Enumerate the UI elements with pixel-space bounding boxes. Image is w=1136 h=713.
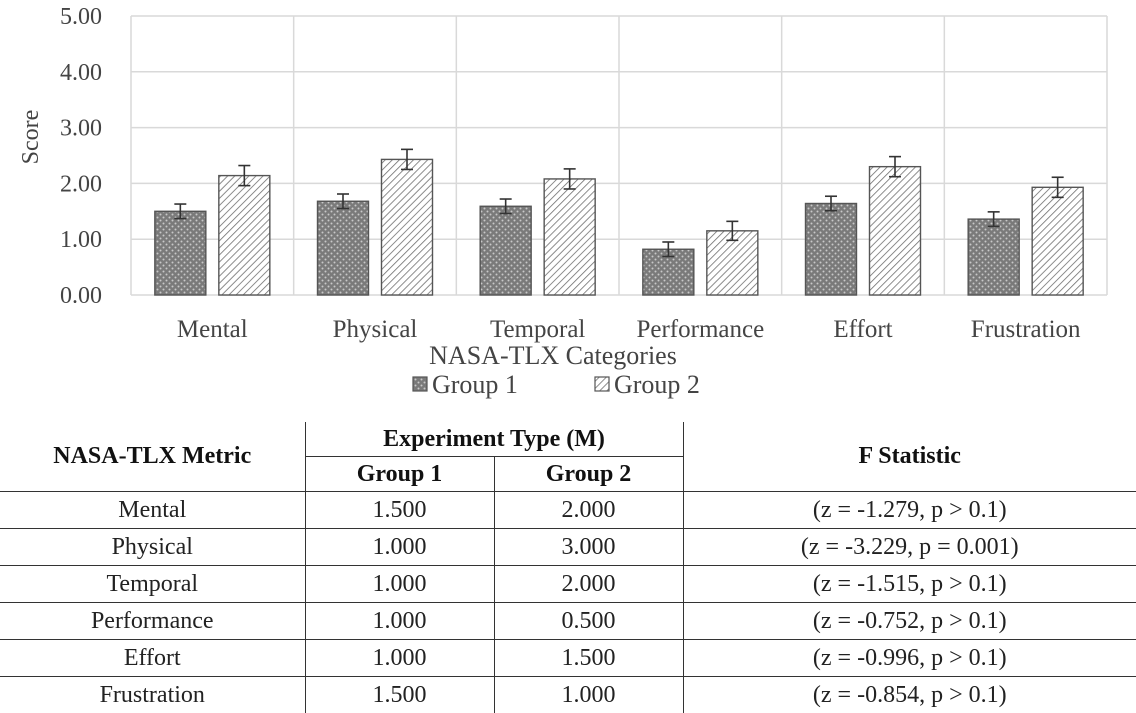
f-statistic-cell: (z = -3.229, p = 0.001) [683,529,1136,566]
legend-swatch-group-1 [413,377,427,391]
y-tick-label: 2.00 [60,171,102,197]
bar-group-1-mental [155,211,206,295]
f-statistic-header: F Statistic [683,422,1136,492]
y-tick-label: 5.00 [60,4,102,30]
bar-group-1-temporal [480,206,531,295]
x-axis-title: NASA-TLX Categories [429,341,677,370]
table-row: Frustration 1.500 1.000 (z = -0.854, p >… [0,677,1136,713]
metric-cell: Effort [0,640,305,677]
metric-cell: Frustration [0,677,305,713]
experiment-type-header: Experiment Type (M) [305,422,683,457]
x-tick-label: Performance [636,316,764,343]
group2-cell: 1.000 [494,677,683,713]
group2-cell: 3.000 [494,529,683,566]
group1-cell: 1.000 [305,529,494,566]
group2-cell: 1.500 [494,640,683,677]
bar-group-1-frustration [968,219,1019,295]
bar-group-1-effort [806,203,857,295]
f-statistic-cell: (z = -1.279, p > 0.1) [683,492,1136,529]
legend-label-group-1: Group 1 [432,370,518,399]
x-tick-label: Physical [333,316,418,343]
f-statistic-cell: (z = -0.752, p > 0.1) [683,603,1136,640]
x-tick-label: Mental [177,316,248,343]
bar-group-1-physical [318,201,369,295]
table-row: Physical 1.000 3.000 (z = -3.229, p = 0.… [0,529,1136,566]
metric-cell: Performance [0,603,305,640]
bar-group-2-effort [870,167,921,295]
group2-cell: 0.500 [494,603,683,640]
group1-cell: 1.500 [305,492,494,529]
table-row: Temporal 1.000 2.000 (z = -1.515, p > 0.… [0,566,1136,603]
table-row: Performance 1.000 0.500 (z = -0.752, p >… [0,603,1136,640]
y-tick-label: 0.00 [60,283,102,309]
f-statistic-cell: (z = -1.515, p > 0.1) [683,566,1136,603]
group1-cell: 1.000 [305,640,494,677]
grid-lines [131,16,1107,295]
y-tick-label: 4.00 [60,60,102,86]
results-table-container: NASA-TLX Metric Experiment Type (M) F St… [0,422,1136,713]
metric-header: NASA-TLX Metric [0,422,305,492]
bar-group-2-mental [219,176,270,295]
group1-cell: 1.000 [305,566,494,603]
group1-cell: 1.000 [305,603,494,640]
group1-cell: 1.500 [305,677,494,713]
table-row: Mental 1.500 2.000 (z = -1.279, p > 0.1) [0,492,1136,529]
bar-group-2-temporal [544,179,595,295]
group2-header: Group 2 [494,457,683,492]
x-tick-label: Frustration [971,316,1081,343]
metric-cell: Physical [0,529,305,566]
results-table: NASA-TLX Metric Experiment Type (M) F St… [0,422,1136,713]
bar-group-2-physical [382,159,433,295]
x-tick-label: Effort [833,316,892,343]
metric-cell: Mental [0,492,305,529]
x-tick-label: Temporal [490,316,585,343]
legend: Group 1 Group 2 [413,370,700,399]
y-axis-title: Score [18,110,44,165]
table-row: Effort 1.000 1.500 (z = -0.996, p > 0.1) [0,640,1136,677]
y-tick-label: 1.00 [60,227,102,253]
group1-header: Group 1 [305,457,494,492]
y-tick-label: 3.00 [60,116,102,142]
metric-cell: Temporal [0,566,305,603]
group2-cell: 2.000 [494,492,683,529]
legend-swatch-group-2 [595,377,609,391]
f-statistic-cell: (z = -0.996, p > 0.1) [683,640,1136,677]
legend-label-group-2: Group 2 [614,370,700,399]
f-statistic-cell: (z = -0.854, p > 0.1) [683,677,1136,713]
bar-group-2-frustration [1032,187,1083,295]
group2-cell: 2.000 [494,566,683,603]
bar-chart: 0.00 1.00 2.00 3.00 4.00 5.00 Mental Physical Te… [0,0,1136,415]
